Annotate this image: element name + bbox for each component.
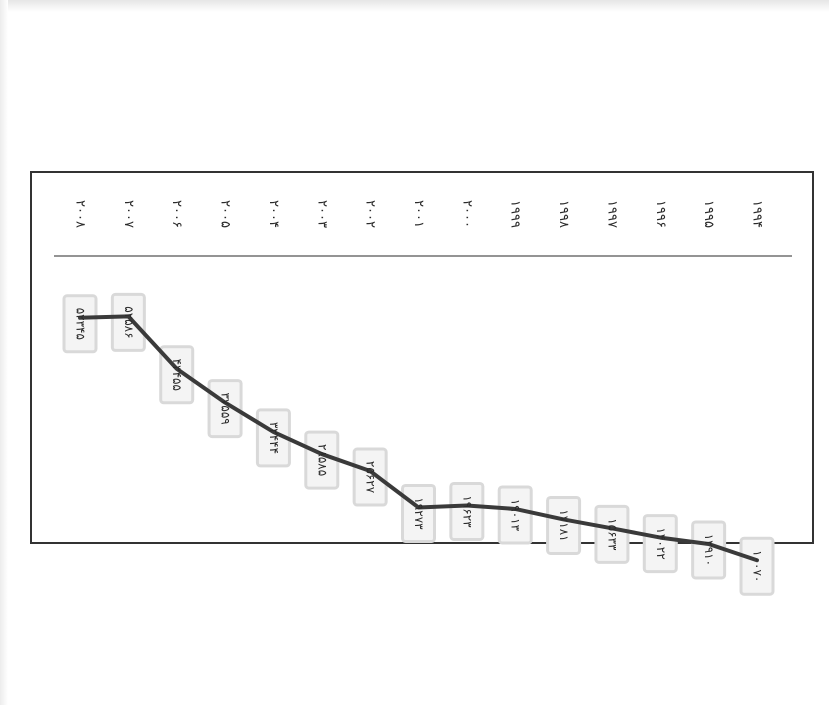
year-label: ۱۹۹۶ (653, 200, 668, 228)
x-axis-year-labels: ۱۹۹۴ ۱۹۹۵ ۱۹۹۶ ۱۹۹۷ ۱۹۹۸ ۱۹۹۹ ۲۰۰۰ ۲۰۰۱ ۲۰۰۲ ۲۰۰۳… (73, 200, 765, 228)
data-label: ۱۹۶۲۳ (460, 495, 474, 528)
year-label: ۲۰۰۸ (73, 200, 88, 228)
data-label-box (739, 536, 775, 596)
year-label: ۱۹۹۸ (556, 200, 571, 228)
data-label-box (594, 504, 630, 564)
data-label: ۱۲۹۱۰ (702, 534, 716, 566)
data-label: ۱۴۰۲۲ (654, 527, 668, 559)
year-label: ۲۰۰۴ (266, 200, 281, 228)
data-label: ۱۷۱۸۱ (557, 509, 571, 541)
data-label: ۵۲۵۸۶ (122, 306, 136, 338)
data-label: ۲۸۵۸۵ (315, 444, 329, 476)
year-label: ۲۰۰۲ (363, 200, 378, 228)
year-label: ۱۹۹۵ (701, 200, 716, 228)
data-label: ۴۳۴۵۵ (170, 359, 184, 391)
year-label: ۱۹۹۷ (604, 200, 619, 228)
data-label: ۱۹۲۷۳ (412, 497, 426, 530)
year-label: ۲۰۰۱ (411, 200, 426, 228)
data-label: ۳۷۵۵۹ (219, 392, 233, 424)
year-label: ۱۹۹۴ (750, 200, 765, 228)
data-label-box (449, 481, 485, 541)
left-shade (0, 0, 8, 705)
data-label: ۲۵۶۲۷ (364, 461, 378, 494)
year-label: ۲۰۰۰ (459, 200, 474, 228)
data-label-box (546, 495, 582, 555)
data-label-box (352, 447, 388, 507)
data-labels: ۱۰۰۷۰ ۱۲۹۱۰ ۱۴۰۲۲ ۱۵۶۳۳ ۱۷۱۸۱ ۱۹۰۱۳ ۱۹۶۲۳ ۱۹۲۷۳… (74, 306, 765, 582)
year-label: ۲۰۰۳ (314, 200, 329, 228)
data-label: ۳۲۴۴۴ (267, 422, 281, 454)
year-label: ۲۰۰۵ (218, 200, 233, 228)
data-label-box (110, 292, 146, 352)
year-label: ۲۰۰۶ (169, 200, 184, 228)
data-label: ۱۰۰۷۰ (751, 550, 765, 582)
top-shade (0, 0, 829, 12)
data-label: ۵۲۳۴۵ (74, 308, 88, 340)
data-label-box (497, 485, 533, 545)
data-label: ۱۵۶۳۳ (605, 518, 619, 551)
data-label: ۱۹۰۱۳ (509, 499, 523, 532)
data-label-box (62, 294, 98, 354)
series-line (78, 314, 759, 563)
year-label: ۲۰۰۷ (121, 200, 136, 228)
data-label-box (642, 514, 678, 574)
year-label: ۱۹۹۹ (508, 200, 523, 228)
